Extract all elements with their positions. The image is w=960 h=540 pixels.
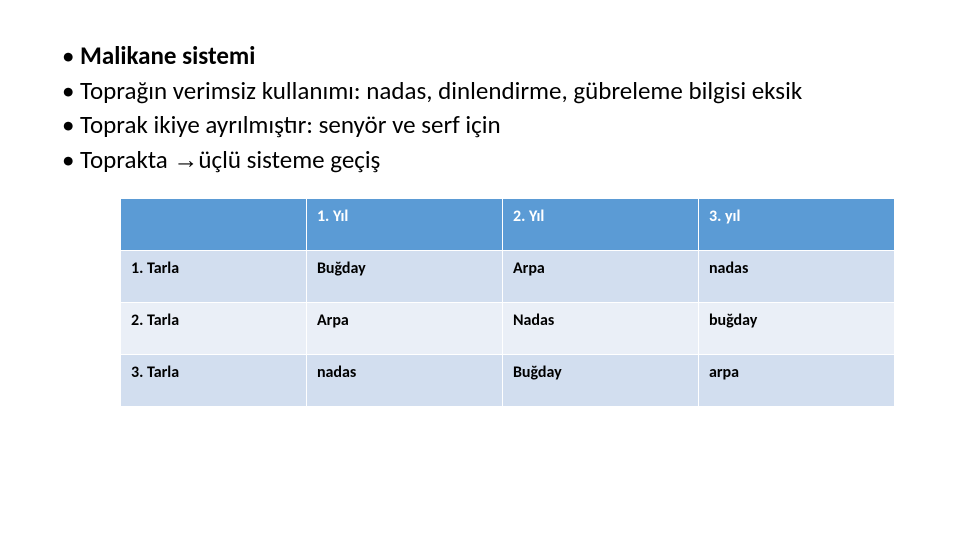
- table-cell: Arpa: [306, 303, 502, 355]
- bullet-list: • Malikane sistemi • Toprağın verimsiz k…: [60, 40, 900, 176]
- bullet-item-2: • Toprak ikiye ayrılmıştır: senyör ve se…: [60, 109, 900, 142]
- table-row: 2. Tarla Arpa Nadas buğday: [121, 303, 895, 355]
- table-cell: Buğday: [306, 251, 502, 303]
- right-arrow-icon: →: [173, 146, 198, 174]
- table-header-row: 1. Yıl 2. Yıl 3. yıl: [121, 199, 895, 251]
- table-row-label: 1. Tarla: [121, 251, 307, 303]
- bullet-text-2: Toprak ikiye ayrılmıştır: senyör ve serf…: [80, 109, 501, 142]
- table-cell: Nadas: [502, 303, 698, 355]
- table-header-year-2: 2. Yıl: [502, 199, 698, 251]
- bullet-text-1: Toprağın verimsiz kullanımı: nadas, dinl…: [80, 75, 802, 108]
- bullet-marker: •: [60, 75, 80, 108]
- table-row-label: 3. Tarla: [121, 355, 307, 407]
- bullet-marker: •: [60, 144, 80, 177]
- table-cell: buğday: [698, 303, 894, 355]
- crop-rotation-table: 1. Yıl 2. Yıl 3. yıl 1. Tarla Buğday Arp…: [120, 198, 895, 407]
- table-cell: nadas: [698, 251, 894, 303]
- bullet-text-3: Toprakta →üçlü sisteme geçiş: [80, 144, 380, 177]
- table-cell: nadas: [306, 355, 502, 407]
- table-header-year-1: 1. Yıl: [306, 199, 502, 251]
- table-cell: arpa: [698, 355, 894, 407]
- bullet-text-3-pre: Toprakta: [80, 144, 173, 175]
- table-row: 1. Tarla Buğday Arpa nadas: [121, 251, 895, 303]
- table-header-year-3: 3. yıl: [698, 199, 894, 251]
- bullet-marker: •: [60, 109, 80, 142]
- bullet-text-3-post: üçlü sisteme geçiş: [198, 144, 380, 175]
- bullet-item-0: • Malikane sistemi: [60, 40, 900, 73]
- bullet-item-3: • Toprakta →üçlü sisteme geçiş: [60, 144, 900, 177]
- table-header-blank: [121, 199, 307, 251]
- table-row: 3. Tarla nadas Buğday arpa: [121, 355, 895, 407]
- bullet-marker: •: [60, 40, 80, 73]
- table-cell: Arpa: [502, 251, 698, 303]
- table-cell: Buğday: [502, 355, 698, 407]
- bullet-item-1: • Toprağın verimsiz kullanımı: nadas, di…: [60, 75, 900, 108]
- table-row-label: 2. Tarla: [121, 303, 307, 355]
- bullet-text-0: Malikane sistemi: [80, 40, 255, 73]
